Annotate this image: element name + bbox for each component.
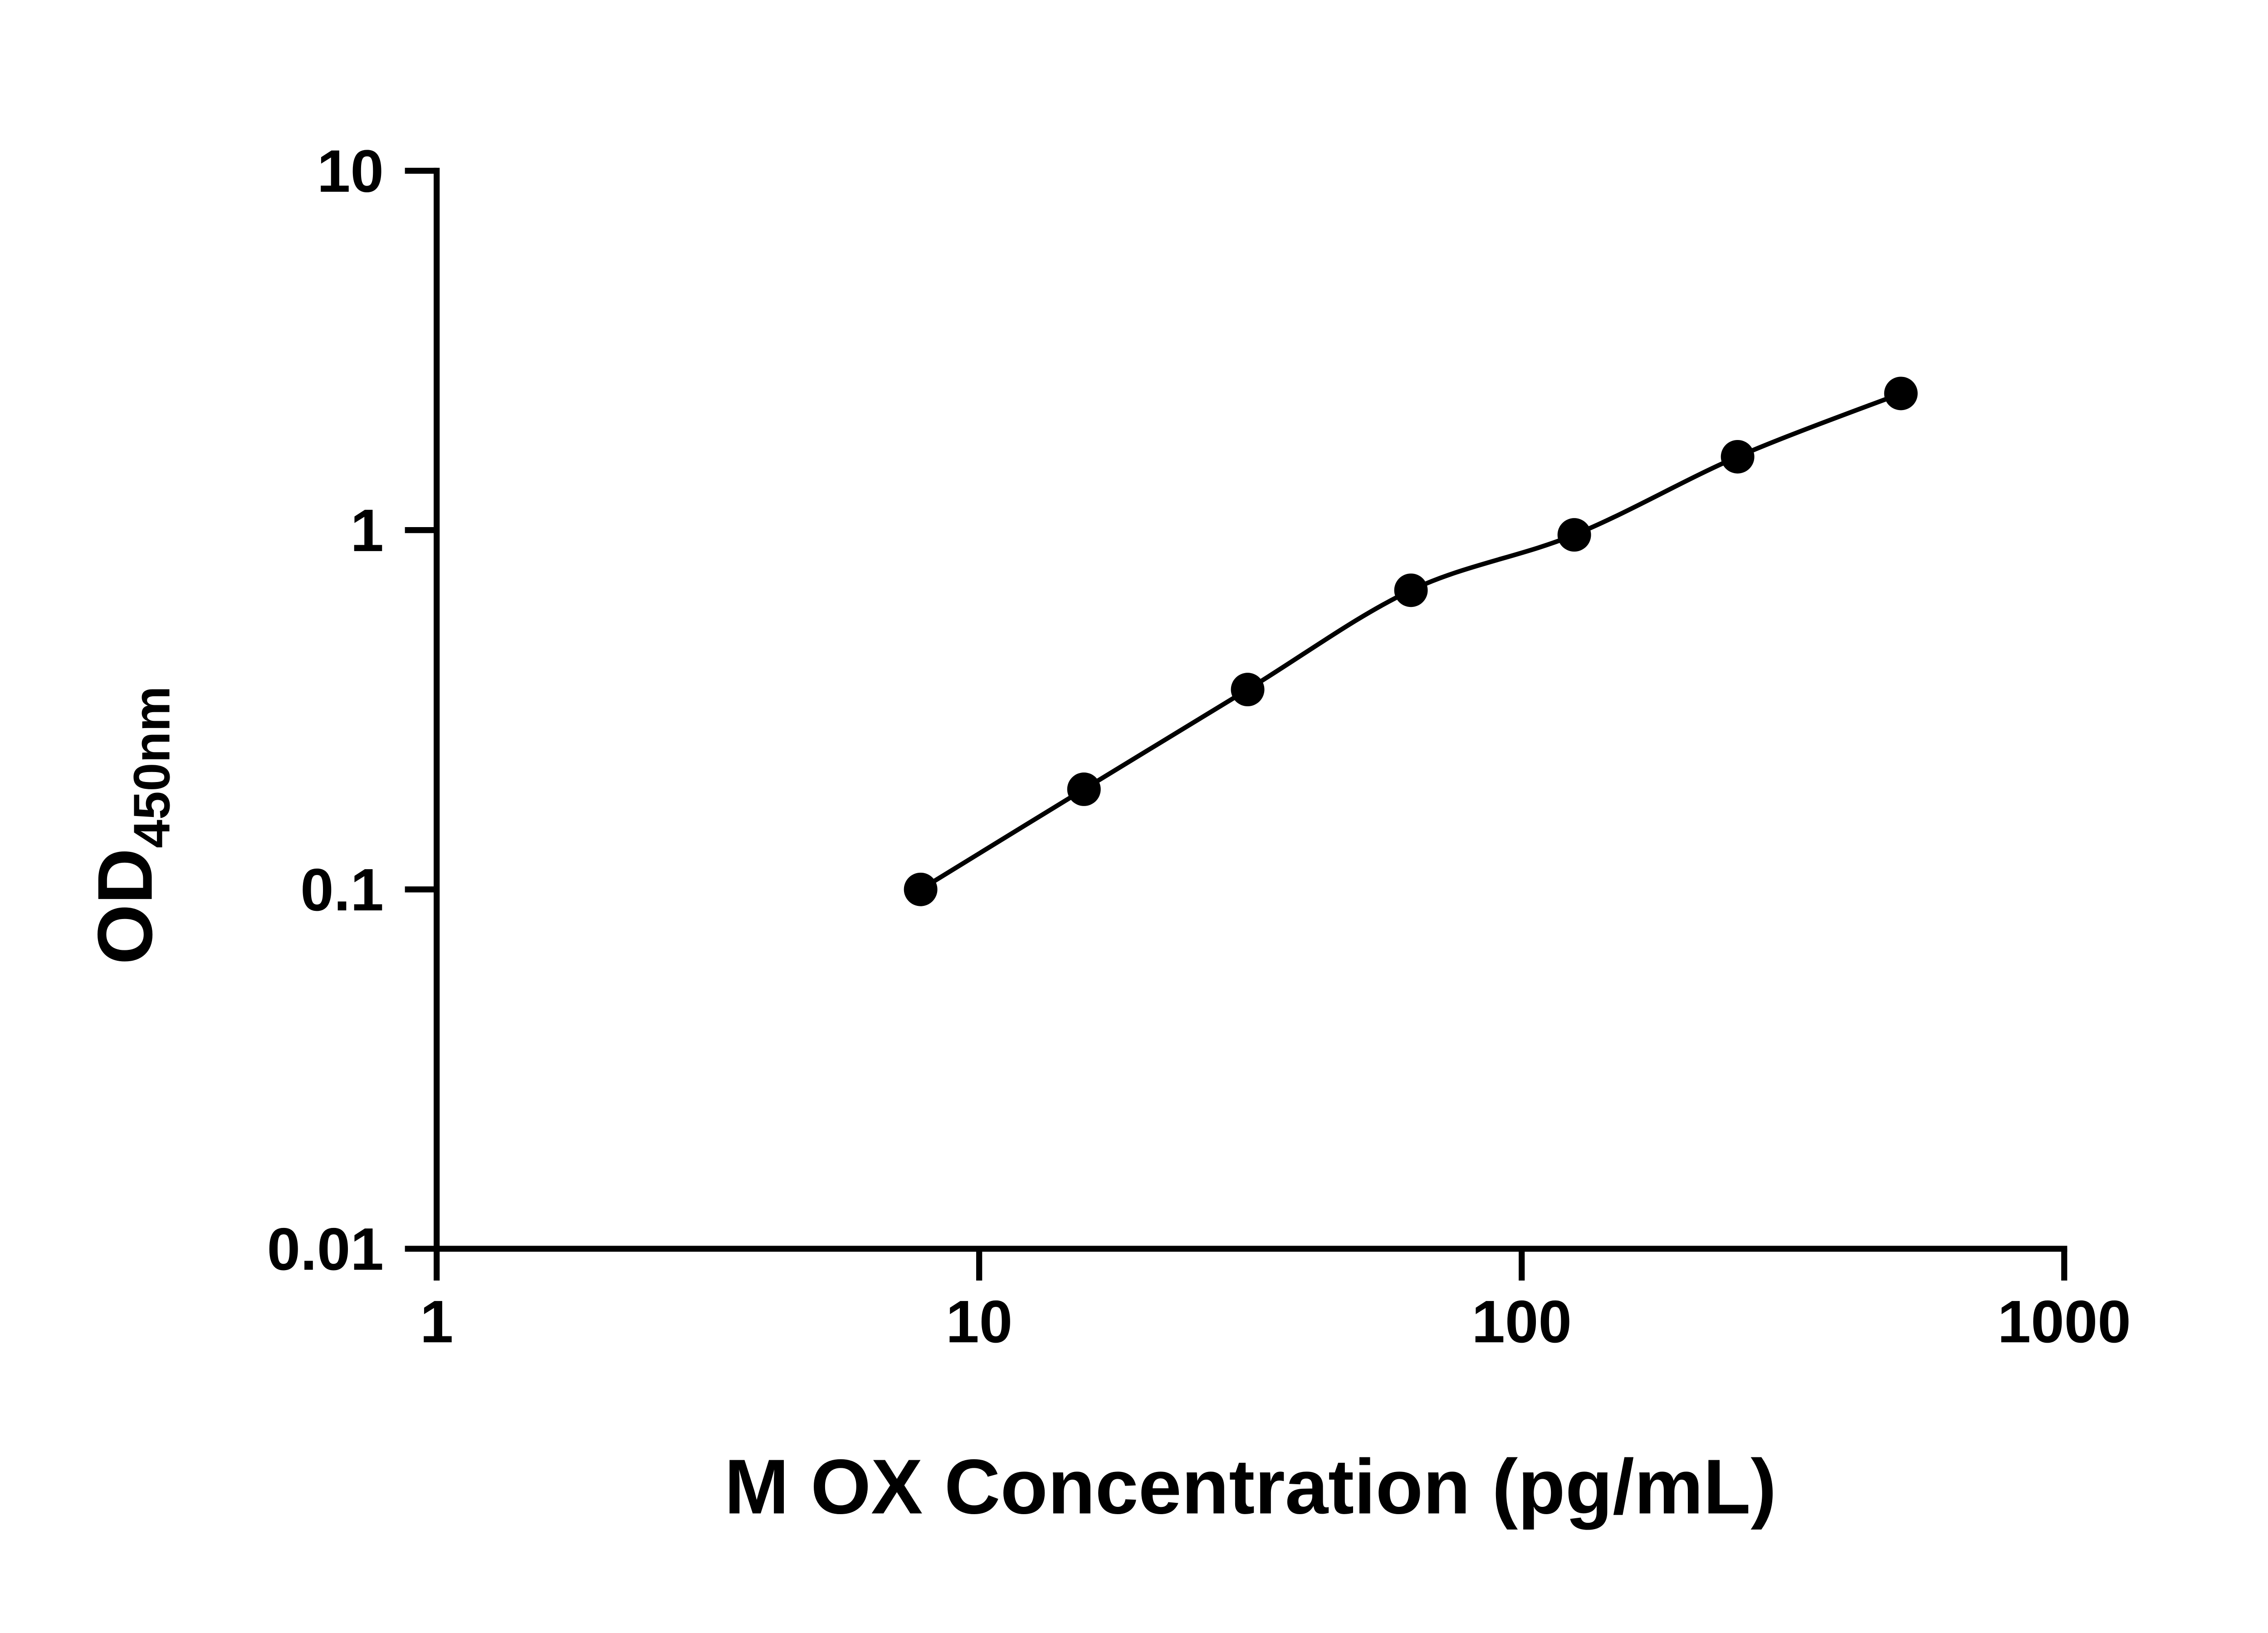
- x-tick-label: 1: [420, 1288, 454, 1355]
- data-point: [1721, 440, 1755, 474]
- y-tick-label: 1: [350, 497, 384, 564]
- data-point: [1067, 772, 1101, 806]
- data-point: [1557, 518, 1591, 552]
- data-point: [904, 872, 938, 906]
- y-axis-title: OD450nm: [82, 686, 181, 964]
- axes-lines: [434, 167, 2068, 1252]
- x-tick-label: 1000: [1998, 1288, 2131, 1355]
- y-axis-title-subscript: 450nm: [123, 686, 180, 848]
- x-tick-label: 100: [1471, 1288, 1572, 1355]
- y-axis-title-main: OD: [82, 848, 169, 965]
- data-point: [1394, 573, 1428, 607]
- fit-curve: [919, 391, 1902, 892]
- y-tick-label: 0.1: [300, 856, 384, 924]
- data-point: [1231, 673, 1265, 707]
- data-point: [1884, 376, 1918, 411]
- x-axis-title: M OX Concentration (pg/mL): [724, 1443, 1777, 1530]
- x-tick-label: 10: [946, 1288, 1012, 1355]
- y-tick-label: 10: [317, 138, 384, 205]
- y-tick-label: 0.01: [267, 1216, 384, 1283]
